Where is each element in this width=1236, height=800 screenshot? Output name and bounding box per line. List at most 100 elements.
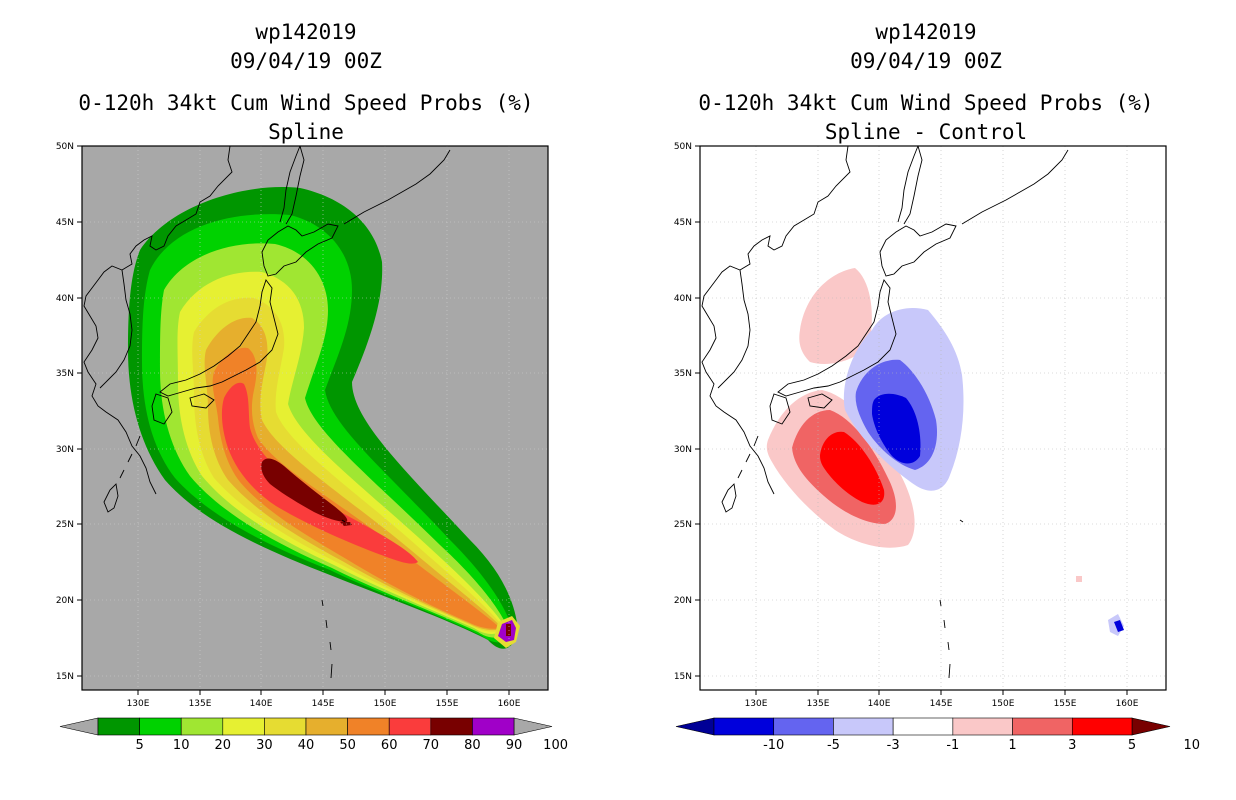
left-title-storm: wp142019: [255, 20, 356, 44]
right-grid: [700, 146, 1166, 690]
prob-center-marker: [506, 624, 511, 636]
left-title-product: 0-120h 34kt Cum Wind Speed Probs (%): [78, 91, 533, 115]
right-difference-contours: [700, 146, 1166, 690]
left-title-scheme: Spline: [268, 120, 344, 144]
colorbar-swatch: [97, 717, 140, 736]
colorbar-label: 60: [381, 738, 398, 753]
colorbar-swatch: [833, 717, 894, 736]
colorbar-label: 40: [298, 738, 315, 753]
y-tick-label: 20N: [674, 596, 692, 606]
colorbar-label: 80: [464, 738, 481, 753]
x-tick-label: 145E: [930, 699, 953, 709]
colorbar-label: -1: [946, 738, 959, 753]
right-plot: 130E 135E 140E 145E 150E 155E 160E 15N 2…: [674, 142, 1167, 709]
right-title-date: 09/04/19 00Z: [850, 49, 1002, 73]
colorbar-swatch: [892, 717, 954, 736]
colorbar-high-end: [513, 717, 553, 736]
right-title-scheme: Spline - Control: [825, 120, 1027, 144]
left-y-tick-labels: 15N 20N 25N 30N 35N 40N 45N 50N: [56, 142, 74, 682]
left-plot-frame: [81, 145, 549, 691]
x-tick-label: 145E: [312, 699, 335, 709]
colorbar-label: 30: [256, 738, 273, 753]
colorbar-label: 5: [135, 738, 143, 753]
y-tick-label: 50N: [56, 142, 74, 152]
colorbar-label: -10: [763, 738, 784, 753]
x-tick-label: 155E: [1054, 699, 1077, 709]
colorbar-swatch: [388, 717, 432, 736]
right-title-product: 0-120h 34kt Cum Wind Speed Probs (%): [698, 91, 1153, 115]
colorbar-swatch: [713, 717, 775, 736]
left-ticks: [77, 145, 510, 695]
y-tick-label: 25N: [56, 520, 74, 530]
colorbar-swatch: [347, 717, 390, 736]
right-colorbar: -10 -5 -3 -1 1 3 5 10: [675, 717, 1200, 753]
colorbar-label: -5: [827, 738, 840, 753]
colorbar-label: 100: [543, 738, 568, 753]
colorbar-label: 3: [1068, 738, 1076, 753]
y-tick-label: 35N: [56, 369, 74, 379]
colorbar-low-end: [675, 717, 715, 736]
colorbar-swatch: [1071, 717, 1133, 736]
right-ticks: [695, 145, 1128, 695]
y-tick-label: 30N: [56, 445, 74, 455]
left-titles: wp142019 09/04/19 00Z 0-120h 34kt Cum Wi…: [78, 20, 533, 144]
colorbar-swatch: [1012, 717, 1073, 736]
x-tick-label: 130E: [745, 699, 768, 709]
colorbar-swatch: [222, 717, 265, 736]
colorbar-label: 20: [215, 738, 232, 753]
y-tick-label: 50N: [674, 142, 692, 152]
colorbar-swatch: [264, 717, 307, 736]
right-x-tick-labels: 130E 135E 140E 145E 150E 155E 160E: [745, 699, 1139, 709]
x-tick-label: 160E: [498, 699, 521, 709]
y-tick-label: 20N: [56, 596, 74, 606]
colorbar-swatch: [180, 717, 224, 736]
colorbar-swatch: [472, 717, 515, 736]
right-plot-frame: [699, 145, 1167, 691]
colorbar-label: 10: [173, 738, 190, 753]
right-y-tick-labels: 15N 20N 25N 30N 35N 40N 45N 50N: [674, 142, 692, 682]
colorbar-swatch: [430, 717, 473, 736]
x-tick-label: 140E: [250, 699, 273, 709]
left-colorbar: 5 10 20 30 40 50 60 70 80 90 100: [59, 717, 568, 753]
colorbar-swatch: [139, 717, 182, 736]
y-tick-label: 15N: [56, 672, 74, 682]
colorbar-label: 10: [1183, 738, 1200, 753]
colorbar-label: -3: [887, 738, 900, 753]
y-tick-label: 40N: [674, 294, 692, 304]
colorbar-high-end: [1131, 717, 1171, 736]
x-tick-label: 150E: [992, 699, 1015, 709]
colorbar-swatch: [305, 717, 348, 736]
prob-40-contour: [192, 297, 504, 632]
right-titles: wp142019 09/04/19 00Z 0-120h 34kt Cum Wi…: [698, 20, 1153, 144]
prob-80-contour: [261, 458, 348, 522]
x-tick-label: 160E: [1116, 699, 1139, 709]
prob-70-contour: [221, 382, 418, 564]
left-title-date: 09/04/19 00Z: [230, 49, 382, 73]
x-tick-label: 150E: [374, 699, 397, 709]
colorbar-label: 1: [1008, 738, 1016, 753]
left-plot: 130E 135E 140E 145E 150E 155E 160E 15N 2…: [56, 142, 549, 709]
diff-neg-5-contour: [872, 393, 921, 464]
right-title-storm: wp142019: [875, 20, 976, 44]
y-tick-label: 40N: [56, 294, 74, 304]
colorbar-swatch: [952, 717, 1013, 736]
x-tick-label: 155E: [436, 699, 459, 709]
x-tick-label: 130E: [127, 699, 150, 709]
x-tick-label: 135E: [807, 699, 830, 709]
colorbar-label: 90: [506, 738, 523, 753]
diff-pos-5-contour: [820, 431, 885, 505]
left-grid: [82, 146, 548, 690]
colorbar-low-end: [59, 717, 99, 736]
colorbar-label: 70: [423, 738, 440, 753]
y-tick-label: 35N: [674, 369, 692, 379]
diff-pos-1-contour-small: [1076, 576, 1082, 582]
x-tick-label: 140E: [868, 699, 891, 709]
y-tick-label: 30N: [674, 445, 692, 455]
y-tick-label: 25N: [674, 520, 692, 530]
y-tick-label: 45N: [674, 218, 692, 228]
colorbar-label: 50: [339, 738, 356, 753]
colorbar-swatch: [773, 717, 834, 736]
left-probability-contours: [82, 146, 548, 690]
x-tick-label: 135E: [189, 699, 212, 709]
